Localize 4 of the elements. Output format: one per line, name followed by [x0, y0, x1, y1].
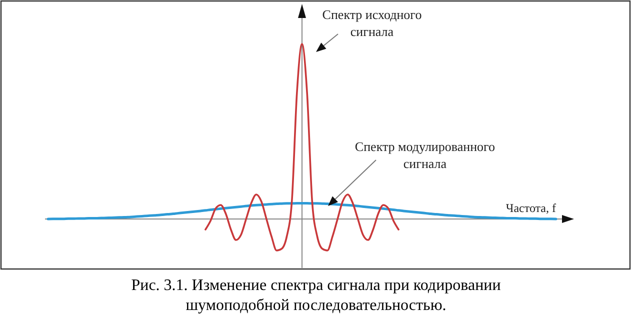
x-axis-title: Частота, f	[506, 201, 556, 215]
text: Рис. 3.1. Изменение спектра сигнала при кодировании шумоподобной последовательностью.	[131, 277, 502, 314]
text: Спектр исходного сигнала	[322, 7, 422, 39]
annotation: Спектр модулированного сигнала	[354, 139, 496, 171]
